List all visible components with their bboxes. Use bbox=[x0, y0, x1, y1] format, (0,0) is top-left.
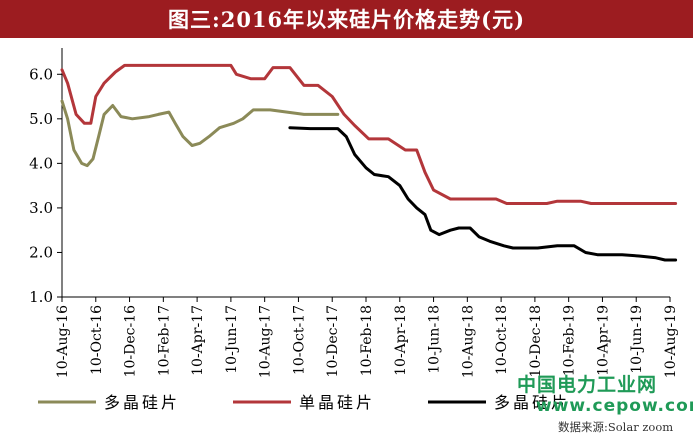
x-tick-label: 10-Aug-18 bbox=[460, 305, 476, 378]
y-tick-label: 3.0 bbox=[29, 199, 53, 217]
price-chart: 1.0 2.0 3.0 4.0 5.0 6.0 10-Aug-16 10-Oct-16 10-D… bbox=[29, 48, 679, 412]
y-tick-label: 4.0 bbox=[29, 154, 53, 172]
series-line-2 bbox=[60, 63, 678, 205]
x-tick-label: 10-Apr-18 bbox=[393, 305, 409, 376]
x-tick-label: 10-Jun-19 bbox=[629, 305, 645, 374]
x-tick-label: 10-Dec-18 bbox=[528, 305, 544, 377]
x-tick-label: 10-Oct-18 bbox=[494, 305, 510, 375]
chart-legend: 多晶硅片 单晶硅片 多晶硅片 bbox=[38, 393, 570, 412]
x-tick-label: 10-Oct-16 bbox=[89, 305, 105, 375]
watermark-line2: www.cepow.com bbox=[536, 396, 693, 416]
legend-label-2: 单晶硅片 bbox=[299, 393, 375, 412]
y-tick-label: 5.0 bbox=[29, 110, 53, 128]
x-tick-label: 10-Feb-18 bbox=[359, 305, 375, 376]
x-tick-label: 10-Feb-19 bbox=[562, 305, 578, 376]
x-tick-label: 10-Dec-17 bbox=[325, 305, 341, 377]
chart-axes: 1.0 2.0 3.0 4.0 5.0 6.0 10-Aug-16 10-Oct-16 10-D… bbox=[29, 48, 679, 378]
watermark-line1: 中国电力工业网 bbox=[517, 374, 658, 396]
chart-title: 图三:2016年以来硅片价格走势(元) bbox=[167, 7, 526, 32]
x-tick-label: 10-Aug-16 bbox=[55, 305, 71, 378]
series-line-1 bbox=[60, 99, 340, 168]
source-note: 数据来源:Solar zoom bbox=[558, 420, 674, 434]
legend-label-3: 多晶硅片 bbox=[494, 393, 570, 412]
x-tick-label: 10-Jun-17 bbox=[224, 305, 240, 374]
x-tick-label: 10-Apr-19 bbox=[595, 305, 611, 376]
legend-label-1: 多晶硅片 bbox=[104, 393, 180, 412]
y-tick-label: 2.0 bbox=[29, 243, 53, 261]
chart-series bbox=[60, 63, 678, 262]
x-tick-label: 10-Oct-17 bbox=[291, 305, 307, 375]
series-line-3 bbox=[288, 126, 678, 262]
x-tick-label: 10-Aug-17 bbox=[258, 305, 274, 378]
x-tick-label: 10-Dec-16 bbox=[123, 305, 139, 378]
x-tick-label: 10-Apr-17 bbox=[190, 305, 206, 376]
y-tick-label: 1.0 bbox=[29, 288, 53, 306]
x-tick-label: 10-Aug-19 bbox=[663, 305, 679, 378]
x-tick-label: 10-Feb-17 bbox=[156, 305, 172, 376]
y-tick-label: 6.0 bbox=[29, 65, 53, 83]
title-banner: 图三:2016年以来硅片价格走势(元) bbox=[0, 0, 693, 38]
x-tick-label: 10-Jun-18 bbox=[427, 305, 443, 374]
